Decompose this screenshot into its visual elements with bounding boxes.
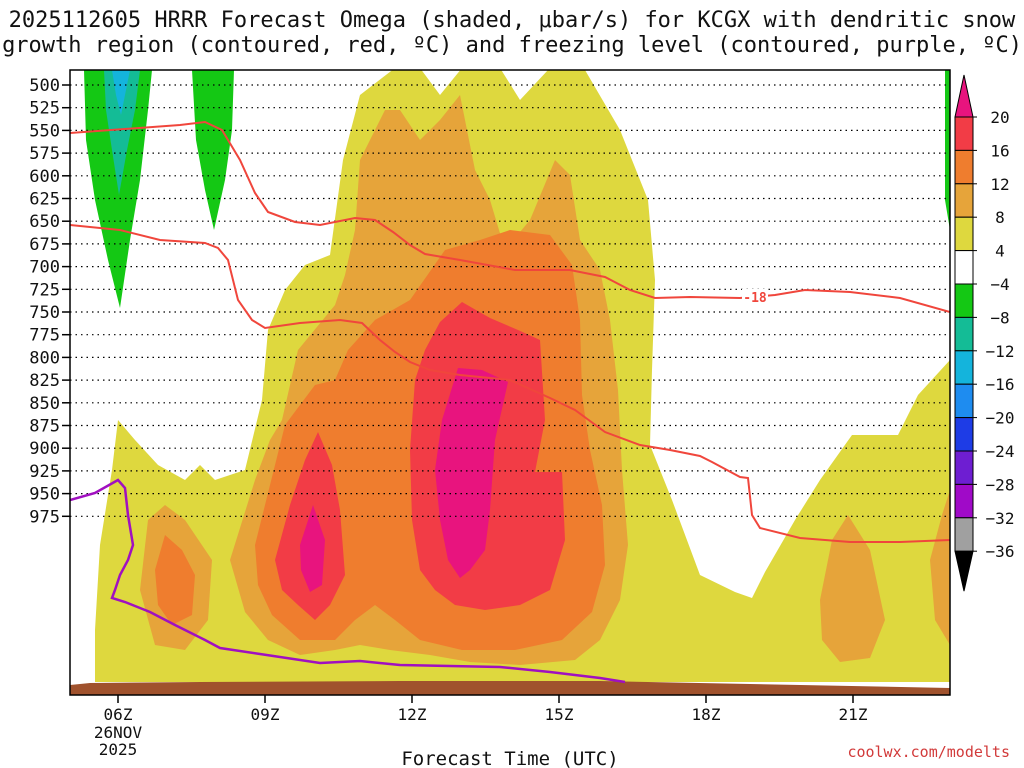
colorbar-label: −24: [986, 442, 1015, 461]
colorbar-segment: [954, 116, 974, 151]
x-tick-date: 26NOV: [94, 723, 143, 742]
colorbar-label: 16: [990, 141, 1009, 160]
terrain-ground: [70, 681, 950, 695]
omega-band-gt20: [300, 368, 508, 592]
y-tick-label: 675: [29, 235, 60, 255]
colorbar-segment: [954, 216, 974, 252]
plot-frame: [69, 69, 951, 696]
x-tick-label: 06Z: [104, 705, 133, 724]
colorbar-segment: [954, 149, 974, 185]
colorbar-segment: [954, 550, 974, 592]
colorbar: 20 16 12 8 4 −4 −8 −12 −16 −20 −24 −28 −32 −36: [954, 74, 1015, 592]
y-tick-label: 925: [29, 462, 60, 482]
y-tick-label: 975: [29, 507, 60, 527]
colorbar-segment: [954, 316, 974, 352]
colorbar-label: −36: [986, 542, 1015, 561]
credit-text: coolwx.com/modelts: [847, 743, 1010, 761]
freezing-level-contour: [70, 478, 626, 684]
colorbar-label: −32: [986, 509, 1015, 528]
colorbar-segment: [954, 450, 974, 485]
omega-shading: [70, 70, 950, 695]
contour-label-bg: [742, 289, 768, 305]
x-tick-label: 15Z: [545, 705, 574, 724]
y-tick-label: 700: [29, 258, 60, 278]
y-tick-label: 750: [29, 303, 60, 323]
colorbar-segment: [954, 183, 974, 218]
x-axis-label: Forecast Time (UTC): [401, 748, 618, 768]
x-tick-year: 2025: [99, 740, 138, 759]
contour-label-m18: -18: [743, 291, 767, 306]
y-tick-label: 575: [29, 144, 60, 164]
y-tick-label: 725: [29, 280, 60, 300]
x-tick-label: 18Z: [692, 705, 721, 724]
colorbar-segment: [954, 417, 974, 452]
colorbar-segment: [954, 250, 974, 285]
colorbar-label: −16: [986, 375, 1015, 394]
y-tick-label: 875: [29, 417, 60, 437]
colorbar-label: 12: [990, 175, 1009, 194]
y-tick-label: 825: [29, 371, 60, 391]
colorbar-segment: [954, 74, 974, 118]
colorbar-label: 4: [995, 242, 1005, 261]
chart-title-line2: growth region (contoured, red, ºC) and f…: [2, 33, 1022, 58]
colorbar-label: 8: [995, 208, 1005, 227]
chart-title: 2025112605 HRRR Forecast Omega (shaded, …: [0, 8, 1024, 58]
colorbar-label: −4: [990, 275, 1009, 294]
omega-band-m16-m12: [112, 70, 130, 115]
x-tick-label: 12Z: [398, 705, 427, 724]
colorbar-segment: [954, 283, 974, 318]
y-tick-label: 500: [29, 76, 60, 96]
colorbar-label: −8: [990, 308, 1009, 327]
colorbar-segment: [954, 350, 974, 385]
y-tick-label: 900: [29, 439, 60, 459]
chart-title-line1: 2025112605 HRRR Forecast Omega (shaded, …: [8, 8, 1016, 33]
y-tick-label: 650: [29, 212, 60, 232]
colorbar-label: −12: [986, 342, 1015, 361]
y-tick-label: 600: [29, 167, 60, 187]
colorbar-segment: [954, 383, 974, 419]
y-axis: 5005255505756006256506757007257507758008…: [29, 76, 70, 527]
omega-band-m12-m8: [104, 70, 140, 195]
colorbar-segment: [954, 517, 974, 552]
y-tick-label: 950: [29, 485, 60, 505]
colorbar-label: −20: [986, 409, 1015, 428]
grid: [70, 84, 950, 517]
y-tick-label: 800: [29, 348, 60, 368]
colorbar-label: −28: [986, 475, 1015, 494]
x-tick-label: 09Z: [251, 705, 280, 724]
y-tick-label: 775: [29, 326, 60, 346]
y-tick-label: 850: [29, 394, 60, 414]
colorbar-label: 20: [990, 108, 1009, 127]
x-tick-label: 21Z: [839, 705, 868, 724]
y-tick-label: 525: [29, 99, 60, 119]
y-tick-label: 625: [29, 190, 60, 210]
y-tick-label: 550: [29, 121, 60, 141]
plot-area: -18: [70, 70, 950, 695]
colorbar-segment: [954, 483, 974, 519]
dgz-contour-lower: [70, 224, 950, 543]
